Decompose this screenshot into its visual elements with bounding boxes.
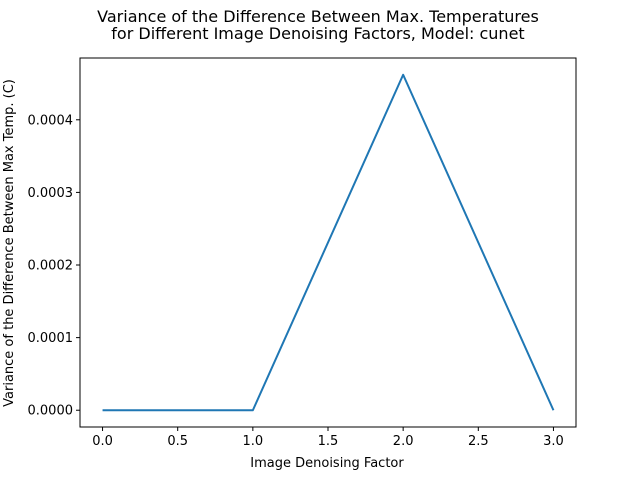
x-tick-label: 3.0 <box>543 434 564 449</box>
chart-title-line-2: for Different Image Denoising Factors, M… <box>111 24 524 43</box>
y-tick-label: 0.0002 <box>28 259 74 274</box>
x-tick-label: 1.5 <box>318 434 339 449</box>
x-tick-label: 1.0 <box>243 434 264 449</box>
y-tick-label: 0.0004 <box>28 113 74 128</box>
x-tick-label: 0.5 <box>167 434 188 449</box>
x-axis-label: Image Denoising Factor <box>250 456 404 471</box>
y-axis-label: Variance of the Difference Between Max T… <box>2 79 17 407</box>
y-tick-label: 0.0001 <box>28 331 74 346</box>
series-line-0 <box>102 73 555 412</box>
y-tick-label: 0.0003 <box>28 186 74 201</box>
x-tick-label: 2.5 <box>468 434 489 449</box>
x-tick-label: 2.0 <box>393 434 414 449</box>
y-tick-label: 0.0000 <box>28 404 74 419</box>
plot-area: 0.0 0.5 1.0 1.5 2.0 2.5 3.0 0.0000 0.0001 0.0002 0… <box>28 57 577 449</box>
x-tick-label: 0.0 <box>92 434 113 449</box>
chart-title-line-1: Variance of the Difference Between Max. … <box>97 7 539 26</box>
